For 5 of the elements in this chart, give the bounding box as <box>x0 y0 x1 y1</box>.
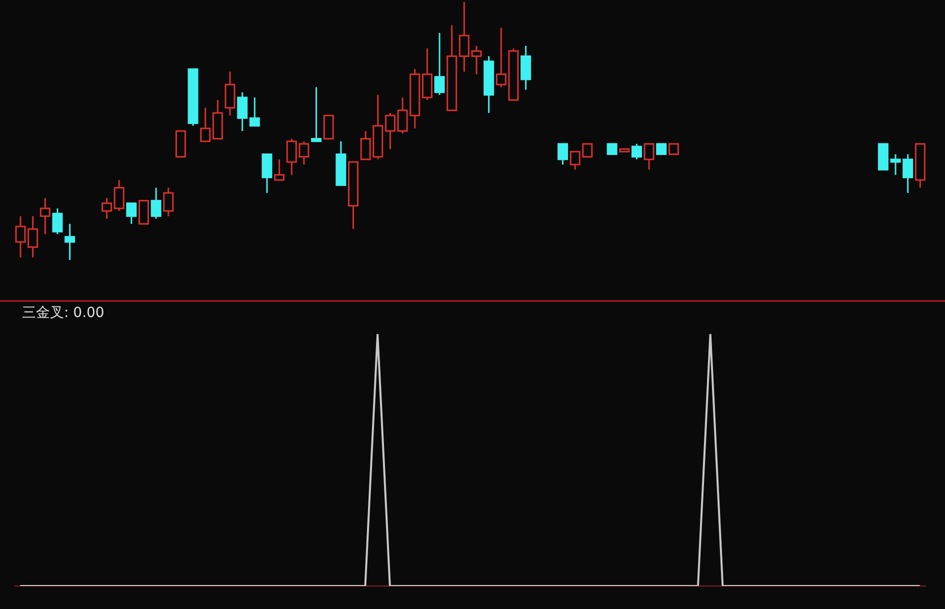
candlestick <box>40 197 50 235</box>
chart-title: 三金叉: 0.00 <box>22 304 104 322</box>
candlestick <box>224 70 236 116</box>
candlestick <box>64 223 76 260</box>
candlestick <box>520 45 532 90</box>
